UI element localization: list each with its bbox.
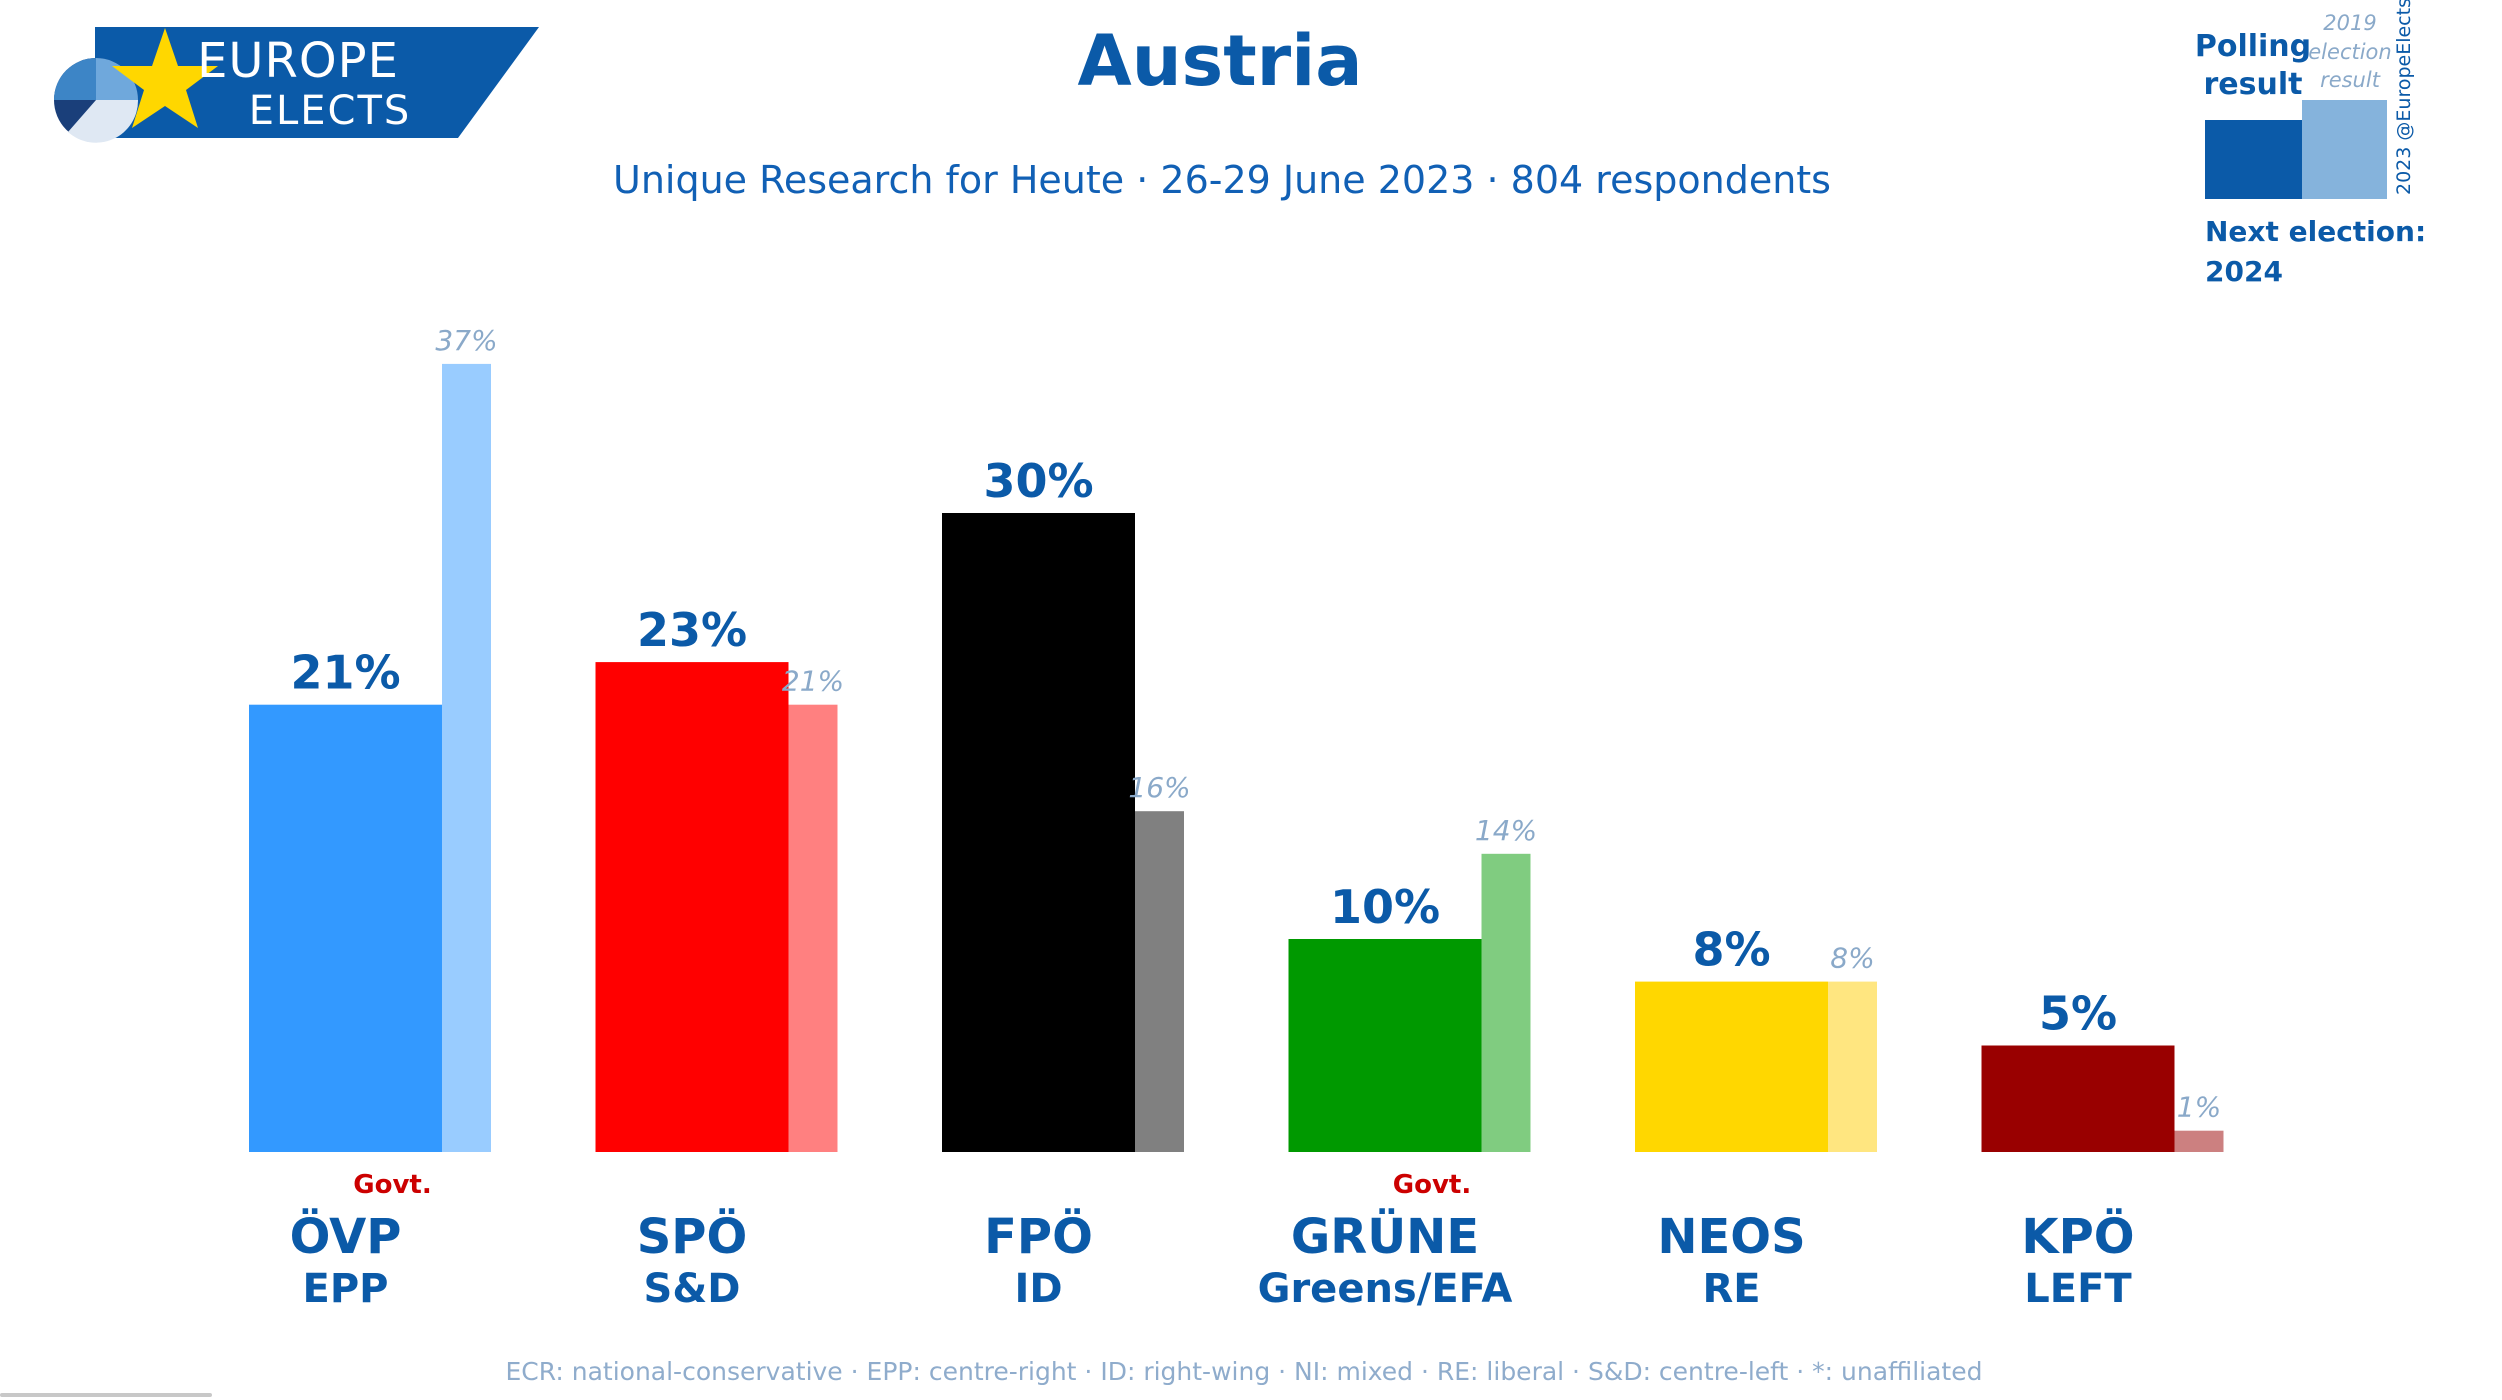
- bar-2019-result: [788, 704, 838, 1152]
- bar-2019-result: [2174, 1130, 2224, 1152]
- group-label: Greens/EFA: [1258, 1266, 1513, 1312]
- poll-value-label: 10%: [1330, 880, 1440, 934]
- prev-value-label: 8%: [1830, 942, 1874, 975]
- group-label: ID: [1014, 1266, 1062, 1312]
- logo-star-icon: [112, 28, 218, 128]
- prev-value-label: 14%: [1475, 814, 1537, 847]
- group-label: EPP: [303, 1266, 389, 1312]
- bar-2019-result: [442, 363, 491, 1152]
- legend-prev-label: result: [2320, 68, 2381, 92]
- govt-marker: Govt.: [353, 1170, 431, 1200]
- prev-value-label: 1%: [2177, 1091, 2221, 1124]
- group-label: LEFT: [2024, 1266, 2132, 1312]
- legend-prev-swatch: [2302, 100, 2387, 199]
- party-label: ÖVP: [290, 1208, 402, 1265]
- poll-value-label: 23%: [637, 603, 747, 657]
- logo-pie-slice: [96, 58, 138, 100]
- bar-polling-result: [942, 513, 1135, 1152]
- poll-value-label: 21%: [290, 646, 400, 700]
- next-election-year: 2024: [2205, 255, 2283, 288]
- prev-value-label: 16%: [1128, 771, 1190, 804]
- bar-2019-result: [1828, 981, 1877, 1152]
- europe-elects-logo: EUROPE ELECTS: [54, 27, 539, 143]
- prev-value-label: 37%: [435, 324, 497, 357]
- bar-2019-result: [1481, 853, 1531, 1152]
- group-label: RE: [1702, 1266, 1760, 1312]
- chart-title: Austria: [1078, 20, 1363, 102]
- bar-polling-result: [1981, 1045, 2175, 1152]
- logo-text-line2: ELECTS: [249, 88, 412, 134]
- bar-polling-result: [1288, 939, 1482, 1152]
- logo-pie-slice: [68, 100, 139, 143]
- bar-polling-result: [595, 662, 789, 1152]
- party-label: FPÖ: [984, 1208, 1093, 1265]
- scroll-indicator: [0, 1393, 212, 1397]
- footer-note: ECR: national-conservative · EPP: centre…: [506, 1357, 1983, 1386]
- party-label: GRÜNE: [1291, 1208, 1479, 1265]
- bar-polling-result: [1635, 981, 1828, 1152]
- legend-poll-swatch: [2205, 120, 2302, 199]
- govt-marker: Govt.: [1393, 1170, 1471, 1200]
- legend-poll-label: result: [2204, 67, 2303, 102]
- next-election-label: Next election:: [2205, 215, 2426, 248]
- party-label: KPÖ: [2021, 1208, 2134, 1265]
- logo-banner: [95, 27, 539, 138]
- legend-poll-label: Polling: [2195, 29, 2311, 64]
- party-label: SPÖ: [637, 1208, 748, 1265]
- party-label: NEOS: [1657, 1209, 1805, 1265]
- group-label: S&D: [644, 1266, 741, 1312]
- legend-prev-label: election: [2308, 40, 2391, 64]
- logo-text-line1: EUROPE: [197, 33, 399, 89]
- legend-prev-label: 2019: [2323, 11, 2376, 35]
- poll-value-label: 8%: [1692, 923, 1770, 977]
- logo-pie-slice: [54, 58, 96, 100]
- legend-credit: 2023 @EuropeElects: [2393, 0, 2415, 195]
- legend: Polling result 2019 election result 2023…: [2195, 0, 2426, 288]
- bar-polling-result: [249, 704, 442, 1152]
- prev-value-label: 21%: [782, 665, 844, 698]
- bar-2019-result: [1135, 811, 1184, 1152]
- poll-value-label: 5%: [2039, 987, 2117, 1041]
- chart-subtitle: Unique Research for Heute · 26-29 June 2…: [613, 158, 1831, 202]
- poll-value-label: 30%: [983, 454, 1093, 508]
